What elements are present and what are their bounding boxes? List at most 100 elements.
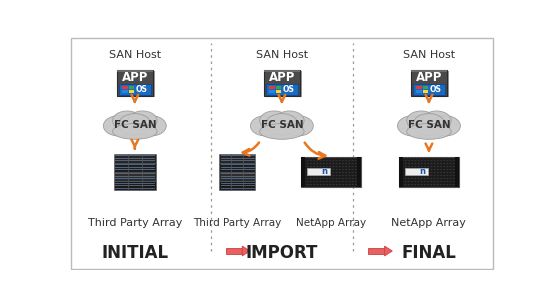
Circle shape xyxy=(421,181,423,182)
Circle shape xyxy=(336,178,338,179)
Ellipse shape xyxy=(128,111,157,130)
Bar xyxy=(266,71,302,97)
Bar xyxy=(219,181,255,190)
Circle shape xyxy=(424,169,426,170)
Circle shape xyxy=(355,160,357,161)
Circle shape xyxy=(450,178,452,179)
Circle shape xyxy=(456,184,458,185)
Bar xyxy=(264,70,300,96)
Circle shape xyxy=(336,160,338,161)
Text: IMPORT: IMPORT xyxy=(246,244,318,262)
Circle shape xyxy=(417,172,420,173)
Circle shape xyxy=(414,157,416,158)
Circle shape xyxy=(447,172,448,173)
Circle shape xyxy=(304,169,305,170)
Circle shape xyxy=(310,184,312,185)
Circle shape xyxy=(417,157,420,158)
Ellipse shape xyxy=(406,124,451,139)
Circle shape xyxy=(427,160,429,161)
Ellipse shape xyxy=(406,111,436,130)
Circle shape xyxy=(424,160,426,161)
Circle shape xyxy=(456,166,458,167)
Circle shape xyxy=(402,157,404,158)
Circle shape xyxy=(332,163,334,164)
Bar xyxy=(301,157,361,187)
Text: n: n xyxy=(322,167,328,176)
Circle shape xyxy=(320,181,321,182)
Circle shape xyxy=(339,166,340,167)
Circle shape xyxy=(433,175,436,176)
Circle shape xyxy=(326,172,328,173)
Circle shape xyxy=(358,157,360,158)
Circle shape xyxy=(421,163,423,164)
Circle shape xyxy=(427,181,429,182)
Ellipse shape xyxy=(422,111,451,130)
Ellipse shape xyxy=(398,116,428,136)
Ellipse shape xyxy=(406,124,451,139)
Text: FINAL: FINAL xyxy=(402,244,456,262)
Bar xyxy=(301,157,305,187)
Circle shape xyxy=(345,178,347,179)
Circle shape xyxy=(421,184,423,185)
Circle shape xyxy=(320,169,321,170)
Circle shape xyxy=(456,178,458,179)
Circle shape xyxy=(411,166,413,167)
Circle shape xyxy=(402,172,404,173)
Circle shape xyxy=(437,160,439,161)
Circle shape xyxy=(443,181,445,182)
Ellipse shape xyxy=(119,114,151,135)
Bar xyxy=(413,84,445,95)
Circle shape xyxy=(411,181,413,182)
Circle shape xyxy=(313,160,315,161)
Circle shape xyxy=(417,169,420,170)
Ellipse shape xyxy=(114,114,156,138)
Circle shape xyxy=(326,178,328,179)
Circle shape xyxy=(447,181,448,182)
Circle shape xyxy=(355,184,357,185)
Circle shape xyxy=(313,184,315,185)
Circle shape xyxy=(402,166,404,167)
Circle shape xyxy=(345,157,347,158)
Circle shape xyxy=(450,175,452,176)
Circle shape xyxy=(414,160,416,161)
Circle shape xyxy=(310,178,312,179)
Circle shape xyxy=(447,166,448,167)
Circle shape xyxy=(443,166,445,167)
Circle shape xyxy=(408,184,410,185)
Ellipse shape xyxy=(413,114,445,135)
Circle shape xyxy=(405,178,406,179)
Ellipse shape xyxy=(114,114,156,138)
Circle shape xyxy=(323,178,324,179)
Circle shape xyxy=(414,163,416,164)
Circle shape xyxy=(402,160,404,161)
Bar xyxy=(219,163,255,172)
Circle shape xyxy=(447,184,448,185)
Circle shape xyxy=(320,160,321,161)
Circle shape xyxy=(339,163,340,164)
Circle shape xyxy=(411,172,413,173)
Bar xyxy=(117,70,153,72)
Circle shape xyxy=(310,166,312,167)
Circle shape xyxy=(342,160,344,161)
Text: APP: APP xyxy=(269,71,295,84)
Bar xyxy=(119,84,151,95)
Circle shape xyxy=(310,169,312,170)
Circle shape xyxy=(332,166,334,167)
Circle shape xyxy=(453,184,455,185)
Circle shape xyxy=(320,178,321,179)
Bar xyxy=(399,157,459,187)
Bar xyxy=(219,172,255,181)
Circle shape xyxy=(427,178,429,179)
Circle shape xyxy=(307,169,309,170)
Circle shape xyxy=(351,166,354,167)
Circle shape xyxy=(307,172,309,173)
Ellipse shape xyxy=(250,116,281,136)
Circle shape xyxy=(431,157,432,158)
Circle shape xyxy=(417,181,420,182)
Circle shape xyxy=(450,169,452,170)
Text: FC SAN: FC SAN xyxy=(113,120,156,130)
Circle shape xyxy=(437,169,439,170)
Bar xyxy=(416,86,422,89)
Ellipse shape xyxy=(128,111,157,130)
Circle shape xyxy=(433,166,436,167)
